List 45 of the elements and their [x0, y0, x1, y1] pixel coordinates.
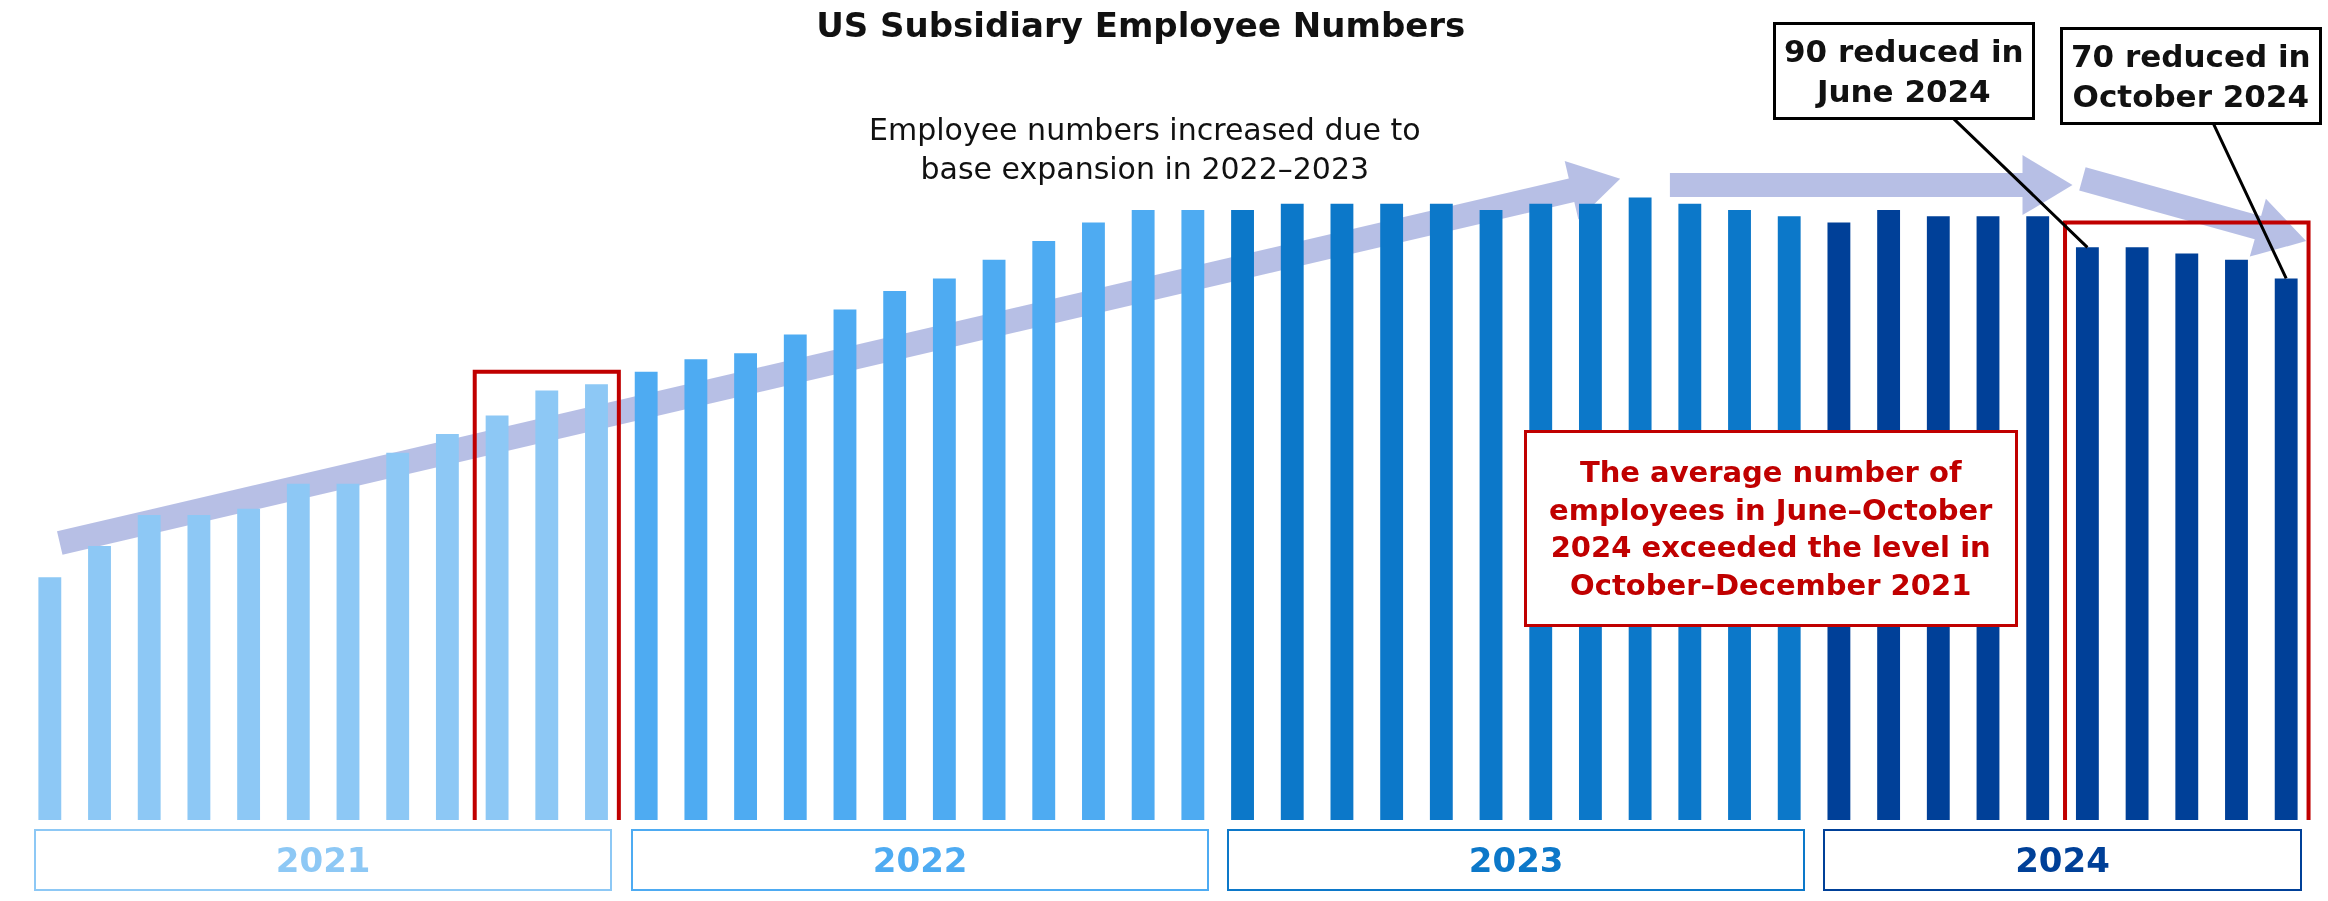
bar [634, 371, 658, 820]
bar [1380, 203, 1404, 820]
bar [435, 434, 459, 820]
bar [1131, 209, 1155, 820]
annotation: The average number of employees in June–October 2024 exceeded the level in October–December 2021 [1549, 455, 1994, 603]
bar [883, 290, 907, 820]
bar [2175, 253, 2199, 820]
bar [1479, 209, 1503, 820]
bar [585, 384, 608, 820]
bar [1429, 203, 1453, 820]
bar [38, 577, 62, 820]
bar [137, 514, 161, 820]
bar [1181, 209, 1205, 820]
bar [286, 483, 310, 820]
bar [783, 334, 807, 820]
chart-title: US Subsidiary Employee Numbers [816, 5, 1466, 46]
text: Employee numbers increased due to base expansion in 2022–2023 [869, 112, 1421, 186]
bar [1231, 209, 1254, 820]
bar [833, 309, 857, 820]
bar [2274, 278, 2298, 820]
text: 70 reduced in October 2024 [2071, 38, 2311, 115]
bar [1330, 203, 1354, 820]
bar [1032, 241, 1056, 820]
bar [684, 359, 708, 820]
bar [187, 514, 211, 820]
bar [1280, 203, 1304, 820]
bar [2075, 247, 2099, 820]
text: 2021 [275, 840, 371, 880]
text: 90 reduced in June 2024 [1784, 33, 2024, 110]
bar [932, 278, 956, 820]
bar [535, 390, 559, 820]
text: 2024 [2015, 840, 2110, 880]
bar [734, 353, 758, 820]
bar [2225, 259, 2248, 820]
bar [982, 259, 1006, 820]
bar [336, 483, 360, 820]
bar [2026, 216, 2050, 820]
text: 2022 [872, 840, 968, 880]
bar [2125, 247, 2149, 820]
text: 2023 [1468, 840, 1564, 880]
bar [485, 415, 509, 820]
bar [88, 546, 111, 820]
bar [386, 452, 410, 820]
bar [1082, 222, 1105, 820]
bar [237, 508, 261, 820]
